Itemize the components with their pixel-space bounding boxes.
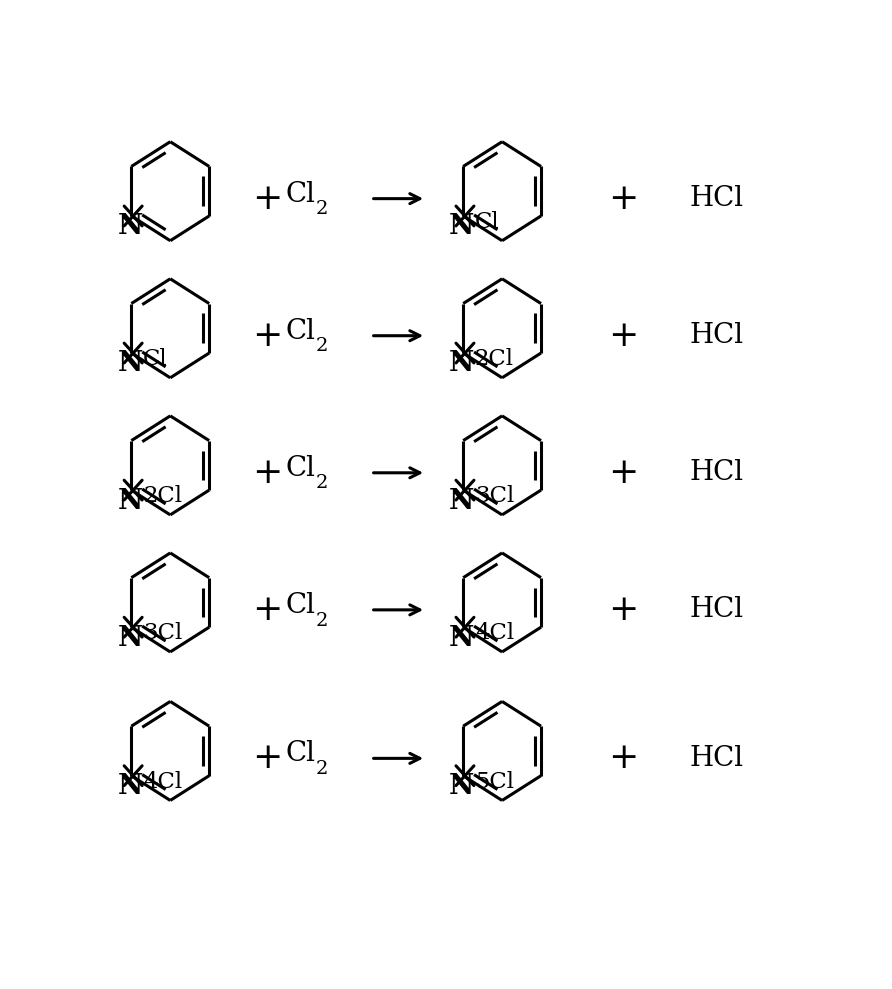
Text: Cl: Cl xyxy=(285,455,316,482)
Text: +: + xyxy=(607,182,639,216)
Text: +: + xyxy=(252,742,282,775)
Text: Cl: Cl xyxy=(143,348,168,370)
Text: N: N xyxy=(450,214,475,240)
Text: N: N xyxy=(118,773,143,800)
Text: 2: 2 xyxy=(316,201,328,219)
Text: +: + xyxy=(252,456,282,490)
Text: 2: 2 xyxy=(316,337,328,355)
Text: HCl: HCl xyxy=(690,185,743,213)
Text: 2: 2 xyxy=(316,611,328,630)
Text: N: N xyxy=(450,488,475,514)
Text: HCl: HCl xyxy=(690,596,743,623)
Text: +: + xyxy=(607,592,639,627)
Text: HCl: HCl xyxy=(690,745,743,771)
Text: Cl: Cl xyxy=(285,181,316,208)
Text: N: N xyxy=(450,350,475,378)
Text: +: + xyxy=(607,318,639,353)
Text: N: N xyxy=(450,625,475,652)
Text: 2Cl: 2Cl xyxy=(143,485,182,507)
Text: N: N xyxy=(118,488,143,514)
Text: Cl: Cl xyxy=(475,211,500,232)
Text: +: + xyxy=(607,456,639,490)
Text: N: N xyxy=(118,625,143,652)
Text: 2Cl: 2Cl xyxy=(475,348,514,370)
Text: +: + xyxy=(252,182,282,216)
Text: 2: 2 xyxy=(316,760,328,778)
Text: N: N xyxy=(118,350,143,378)
Text: 3Cl: 3Cl xyxy=(475,485,514,507)
Text: +: + xyxy=(252,318,282,353)
Text: +: + xyxy=(607,742,639,775)
Text: 4Cl: 4Cl xyxy=(143,770,182,792)
Text: Cl: Cl xyxy=(285,591,316,619)
Text: Cl: Cl xyxy=(285,317,316,344)
Text: 2: 2 xyxy=(316,475,328,493)
Text: +: + xyxy=(252,592,282,627)
Text: N: N xyxy=(450,773,475,800)
Text: 5Cl: 5Cl xyxy=(475,770,514,792)
Text: N: N xyxy=(118,214,143,240)
Text: HCl: HCl xyxy=(690,459,743,487)
Text: 4Cl: 4Cl xyxy=(475,622,514,644)
Text: HCl: HCl xyxy=(690,322,743,349)
Text: Cl: Cl xyxy=(285,741,316,767)
Text: 3Cl: 3Cl xyxy=(143,622,182,644)
